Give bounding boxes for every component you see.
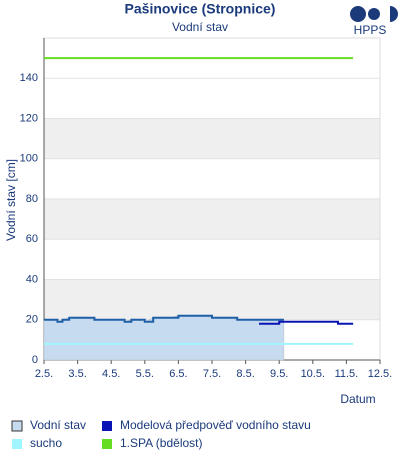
- legend-swatch: [102, 439, 112, 449]
- grid-band: [44, 279, 380, 320]
- x-tick-label: 12.5.: [368, 368, 392, 380]
- x-tick-label: 11.5.: [335, 368, 359, 380]
- chart-title: Pašinovice (Stropnice): [125, 1, 276, 17]
- x-tick-label: 9.5.: [270, 368, 288, 380]
- x-axis-label: Datum: [340, 392, 375, 406]
- x-tick-label: 2.5.: [35, 368, 53, 380]
- legend-swatch: [11, 420, 23, 432]
- y-tick-label: 0: [32, 354, 38, 366]
- x-tick-label: 8.5.: [236, 368, 254, 380]
- legend-label: sucho: [30, 436, 62, 450]
- grid-band: [44, 199, 380, 240]
- x-tick-label: 6.5.: [169, 368, 187, 380]
- chart-subtitle: Vodní stav: [172, 20, 228, 34]
- area: [43, 315, 285, 361]
- grid-band: [44, 118, 380, 159]
- y-tick-label: 40: [26, 273, 38, 285]
- y-axis-label: Vodní stav [cm]: [4, 159, 18, 241]
- x-tick-label: 5.5.: [136, 368, 154, 380]
- x-tick-label: 7.5.: [203, 368, 221, 380]
- legend-label: 1.SPA (bdělost): [120, 436, 203, 450]
- series-line: [259, 320, 354, 325]
- legend-swatch: [12, 439, 22, 449]
- logo: HPPS: [350, 6, 398, 37]
- x-tick-label: 3.5.: [68, 368, 86, 380]
- y-tick-label: 140: [20, 72, 38, 84]
- y-tick-label: 60: [26, 233, 38, 245]
- logo-text: HPPS: [354, 23, 387, 37]
- legend-label: Vodní stav: [30, 418, 86, 432]
- y-tick-label: 100: [20, 153, 38, 165]
- x-tick-label: 4.5.: [102, 368, 120, 380]
- y-tick-label: 80: [26, 193, 38, 205]
- legend-label: Modelová předpověď vodního stavu: [120, 418, 311, 432]
- y-tick-label: 120: [20, 112, 38, 124]
- y-tick-label: 20: [26, 314, 38, 326]
- x-tick-label: 10.5.: [301, 368, 325, 380]
- legend-swatch: [102, 421, 112, 431]
- series-line: [44, 314, 284, 323]
